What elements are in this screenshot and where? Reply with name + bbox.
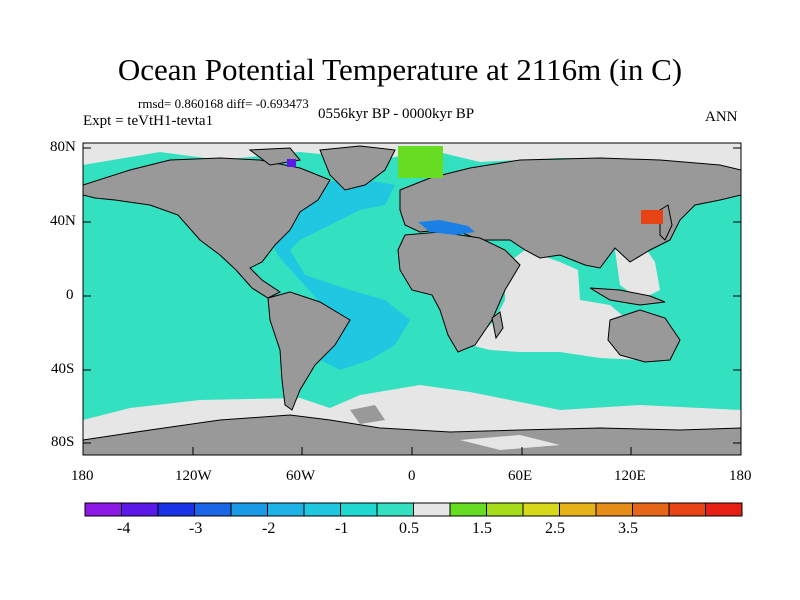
colorbar-label-neg2: -2: [262, 520, 276, 537]
colorbar-box: [303, 502, 341, 517]
lat-label-0: 0: [66, 287, 74, 303]
colorbar-box: [194, 502, 232, 517]
africa: [397, 231, 521, 353]
australia: [607, 309, 681, 363]
colorbar-box: [340, 502, 378, 517]
colorbar-box: [595, 502, 633, 517]
colorbar-box: [267, 502, 305, 517]
lon-label-120e: 120E: [614, 468, 646, 484]
colorbar-box: [84, 502, 122, 517]
colorbar-box: [413, 502, 451, 517]
lat-label-40n: 40N: [50, 213, 76, 229]
stats-text: rmsd= 0.860168 diff= -0.693473: [138, 96, 309, 111]
season-label: ANN: [705, 109, 738, 125]
lat-label-80n: 80N: [50, 139, 76, 155]
plot-title: Ocean Potential Temperature at 2116m (in…: [117, 52, 683, 87]
south-america: [267, 291, 351, 411]
experiment-label: Expt = teVtH1-tevta1: [83, 113, 214, 129]
maritime-continent: [589, 287, 666, 306]
colorbar-label-3-5: 3.5: [618, 520, 638, 537]
japan-sea-anomaly-patch: [641, 210, 663, 224]
land-masses: [83, 145, 741, 455]
colorbar-label-1-5: 1.5: [472, 520, 492, 537]
atlantic-anomaly-region: [270, 178, 410, 370]
colorbar-box: [668, 502, 706, 517]
colorbar-label-neg1: -1: [335, 520, 349, 537]
arctic-near-zero-region: [83, 143, 741, 170]
lon-label-60w: 60W: [286, 468, 316, 484]
colorbar-box: [376, 502, 414, 517]
colorbar-box: [230, 502, 268, 517]
period-label: 0556kyr BP - 0000kyr BP: [318, 106, 475, 122]
lat-label-80s: 80S: [51, 434, 75, 450]
lat-label-40s: 40S: [51, 361, 75, 377]
colorbar-label-0-5: 0.5: [399, 520, 419, 537]
weddell-ice-patch: [460, 435, 560, 450]
lon-label-180e: 180: [729, 468, 752, 484]
antarctica: [83, 414, 741, 455]
colorbar-label-neg3: -3: [189, 520, 203, 537]
ross-sea-patch: [350, 405, 385, 424]
lon-label-180w: 180: [71, 468, 94, 484]
madagascar: [491, 311, 504, 340]
colorbar-label-neg4: -4: [117, 520, 131, 537]
colorbar-label-2-5: 2.5: [545, 520, 565, 537]
colorbar-box: [632, 502, 670, 517]
colorbar-box: [522, 502, 560, 517]
colorbar-box: [449, 502, 487, 517]
colorbar-box: [559, 502, 597, 517]
colorbar-box: [157, 502, 195, 517]
mediterranean-anomaly-patch: [418, 220, 475, 235]
lon-label-0: 0: [408, 468, 416, 484]
colorbar-box: [486, 502, 524, 517]
arctic-anomaly-patch: [398, 146, 443, 178]
lon-label-60e: 60E: [508, 468, 533, 484]
colorbar-box: [121, 502, 159, 517]
map-ticks: [82, 147, 742, 455]
lon-label-120w: 120W: [175, 468, 212, 484]
hudson-anomaly-patch: [287, 159, 296, 167]
greenland: [319, 145, 396, 191]
colorbar-box: [705, 502, 743, 517]
